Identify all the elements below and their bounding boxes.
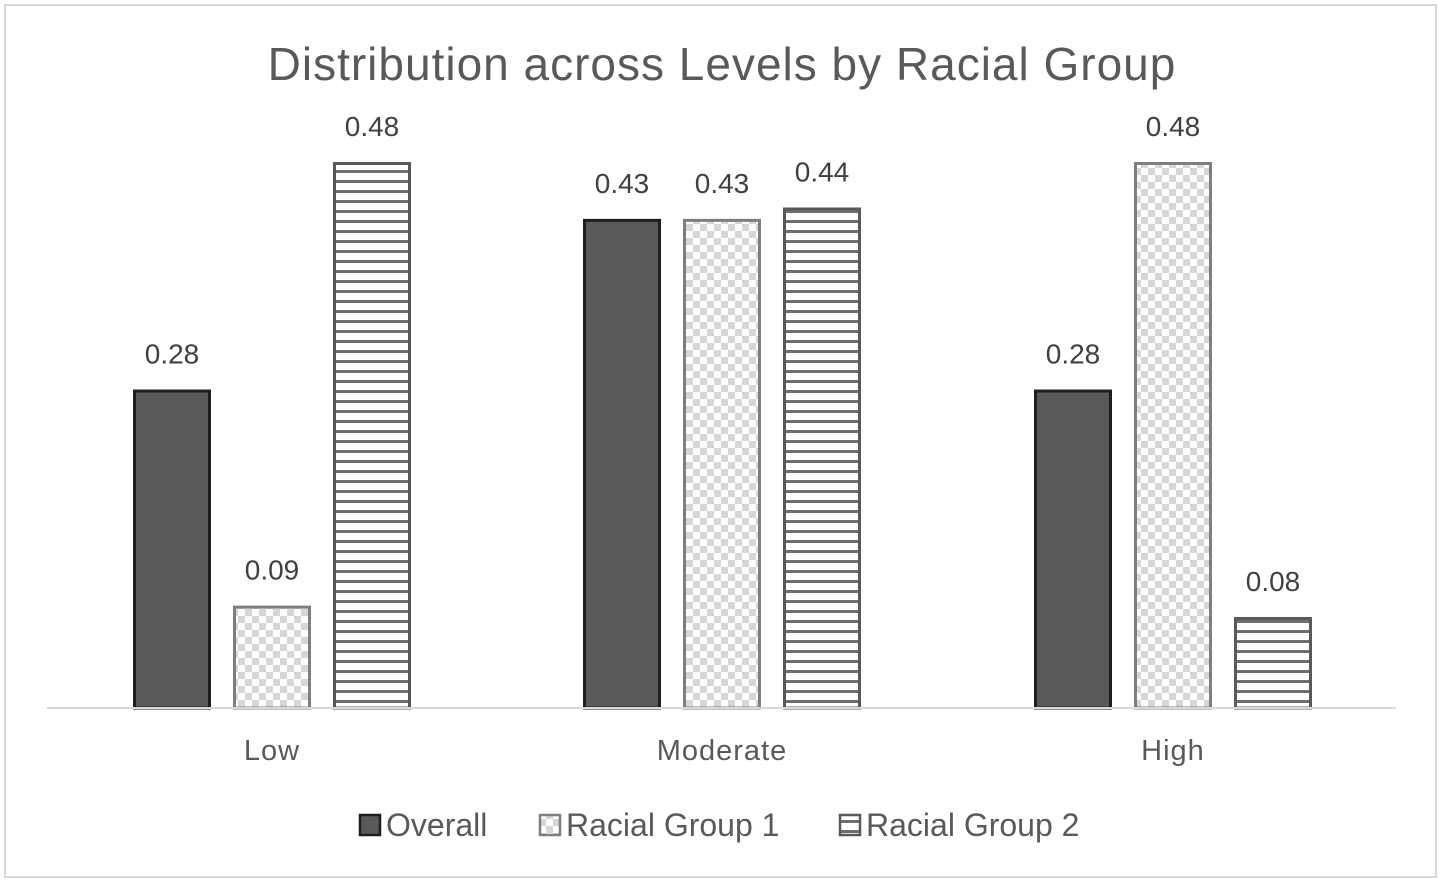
bar-moderate-racial-group-1: [683, 218, 761, 710]
legend-swatch-overall: [358, 813, 382, 837]
bar-low-racial-group-2: [333, 162, 411, 710]
bar-moderate-racial-group-2: [783, 207, 861, 710]
bar-low-racial-group-1: [233, 605, 311, 710]
data-label-high-racial-group-2: 0.08: [1246, 566, 1301, 597]
data-label-low-racial-group-1: 0.09: [245, 555, 300, 586]
legend-label-racial-group-1: Racial Group 1: [566, 807, 779, 843]
data-labels-layer: 0.28 0.09 0.48 0.43 0.43 0.44 0.28 0.48 0.08: [145, 111, 1301, 597]
legend-swatch-racial-group-2: [838, 813, 862, 837]
bars-layer: [133, 162, 1312, 710]
bar-low-overall: [133, 389, 211, 710]
category-label-low: Low: [244, 735, 300, 767]
data-label-low-overall: 0.28: [145, 339, 200, 370]
category-label-high: High: [1141, 735, 1205, 767]
category-label-moderate: Moderate: [657, 735, 788, 767]
bar-high-overall: [1034, 389, 1112, 710]
data-label-moderate-overall: 0.43: [595, 168, 650, 199]
bar-high-racial-group-1: [1134, 162, 1212, 710]
legend: Overall Racial Group 1 Racial Group 2: [358, 807, 1079, 843]
data-label-moderate-racial-group-2: 0.44: [795, 157, 850, 188]
legend-swatch-racial-group-1: [538, 813, 562, 837]
bar-moderate-overall: [583, 218, 661, 710]
data-label-moderate-racial-group-1: 0.43: [695, 168, 750, 199]
legend-label-overall: Overall: [386, 807, 487, 843]
chart-title: Distribution across Levels by Racial Gro…: [268, 38, 1177, 90]
data-label-low-racial-group-2: 0.48: [345, 111, 400, 142]
legend-label-racial-group-2: Racial Group 2: [866, 807, 1079, 843]
data-label-high-overall: 0.28: [1046, 339, 1101, 370]
bar-high-racial-group-2: [1234, 617, 1312, 710]
category-labels-layer: Low Moderate High: [244, 735, 1205, 767]
data-label-high-racial-group-1: 0.48: [1146, 111, 1201, 142]
